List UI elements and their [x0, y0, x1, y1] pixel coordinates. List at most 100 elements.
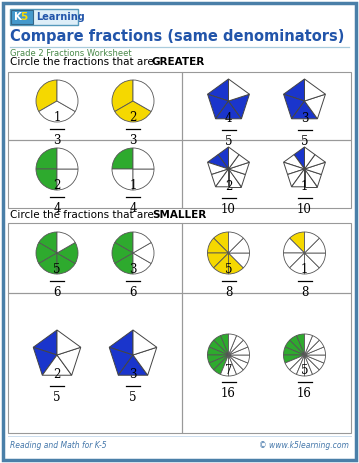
Wedge shape: [304, 347, 326, 355]
Polygon shape: [304, 79, 325, 101]
Polygon shape: [228, 155, 250, 169]
Text: 6: 6: [129, 286, 137, 299]
Text: 7: 7: [225, 364, 232, 377]
Wedge shape: [290, 336, 304, 355]
Wedge shape: [57, 169, 78, 190]
Wedge shape: [228, 238, 250, 253]
Polygon shape: [133, 330, 157, 355]
Text: 5: 5: [301, 135, 308, 148]
Wedge shape: [214, 355, 228, 375]
Wedge shape: [228, 355, 250, 363]
Wedge shape: [112, 148, 133, 169]
Wedge shape: [112, 80, 133, 112]
Bar: [8, 223, 182, 293]
Text: 5: 5: [225, 263, 232, 276]
Wedge shape: [228, 253, 243, 274]
Text: 5: 5: [301, 364, 308, 377]
Wedge shape: [133, 253, 151, 274]
Text: 2: 2: [53, 179, 61, 192]
Wedge shape: [36, 169, 57, 190]
Wedge shape: [220, 334, 228, 355]
Bar: [182, 140, 351, 208]
Polygon shape: [109, 330, 133, 355]
Polygon shape: [33, 347, 57, 375]
Polygon shape: [304, 155, 325, 169]
Wedge shape: [39, 232, 57, 253]
Wedge shape: [133, 232, 151, 253]
Text: 4: 4: [225, 112, 232, 125]
Text: 1: 1: [129, 179, 137, 192]
Wedge shape: [214, 232, 228, 253]
Text: 5: 5: [20, 12, 27, 22]
Wedge shape: [133, 80, 154, 112]
Wedge shape: [220, 355, 228, 376]
Text: 10: 10: [221, 203, 236, 216]
Polygon shape: [118, 355, 148, 375]
Wedge shape: [290, 355, 304, 375]
Text: 8: 8: [301, 286, 308, 299]
Wedge shape: [228, 336, 243, 355]
Text: Learning: Learning: [36, 12, 85, 22]
Wedge shape: [228, 253, 250, 268]
Polygon shape: [228, 79, 250, 101]
Text: 5: 5: [129, 391, 137, 404]
Text: 4: 4: [129, 202, 137, 215]
Wedge shape: [304, 355, 313, 376]
Wedge shape: [208, 347, 228, 355]
Wedge shape: [39, 253, 57, 274]
Text: 16: 16: [221, 387, 236, 400]
Wedge shape: [39, 101, 75, 122]
Wedge shape: [290, 253, 304, 274]
Wedge shape: [304, 340, 324, 355]
Polygon shape: [304, 94, 325, 119]
Text: Circle the fractions that are: Circle the fractions that are: [10, 210, 157, 220]
Wedge shape: [228, 355, 237, 376]
Text: 5: 5: [53, 391, 61, 404]
Wedge shape: [36, 80, 57, 112]
Wedge shape: [57, 148, 78, 169]
Wedge shape: [133, 148, 154, 169]
Polygon shape: [228, 94, 250, 119]
Polygon shape: [208, 162, 228, 175]
Wedge shape: [304, 253, 320, 274]
Polygon shape: [42, 355, 72, 375]
Text: Compare fractions (same denominators): Compare fractions (same denominators): [10, 29, 344, 44]
Text: 2: 2: [225, 180, 232, 193]
Text: 6: 6: [53, 286, 61, 299]
Polygon shape: [57, 330, 81, 355]
Polygon shape: [228, 169, 246, 187]
Text: K: K: [14, 12, 22, 22]
Wedge shape: [285, 355, 304, 370]
Wedge shape: [214, 253, 228, 274]
Wedge shape: [209, 340, 228, 355]
Polygon shape: [284, 79, 304, 101]
Wedge shape: [115, 253, 133, 274]
Wedge shape: [284, 347, 304, 355]
Wedge shape: [284, 355, 304, 363]
Text: 1: 1: [53, 111, 61, 124]
Wedge shape: [304, 336, 320, 355]
Text: SMALLER: SMALLER: [152, 210, 206, 220]
Wedge shape: [304, 355, 324, 370]
Wedge shape: [208, 355, 228, 363]
Text: Reading and Math for K-5: Reading and Math for K-5: [10, 440, 107, 450]
Text: 5: 5: [53, 263, 61, 276]
Text: © www.k5learning.com: © www.k5learning.com: [259, 440, 349, 450]
Wedge shape: [36, 148, 57, 169]
Text: 4: 4: [53, 202, 61, 215]
Wedge shape: [57, 253, 75, 274]
Wedge shape: [112, 169, 133, 190]
Wedge shape: [304, 355, 320, 375]
Wedge shape: [36, 243, 57, 263]
Polygon shape: [284, 94, 304, 119]
Bar: [8, 140, 182, 208]
Polygon shape: [228, 162, 250, 175]
Polygon shape: [228, 147, 239, 169]
Text: 16: 16: [297, 387, 312, 400]
Polygon shape: [304, 147, 315, 169]
Wedge shape: [304, 238, 326, 253]
Wedge shape: [228, 340, 248, 355]
Polygon shape: [228, 169, 242, 187]
Polygon shape: [284, 155, 304, 169]
Wedge shape: [285, 340, 304, 355]
